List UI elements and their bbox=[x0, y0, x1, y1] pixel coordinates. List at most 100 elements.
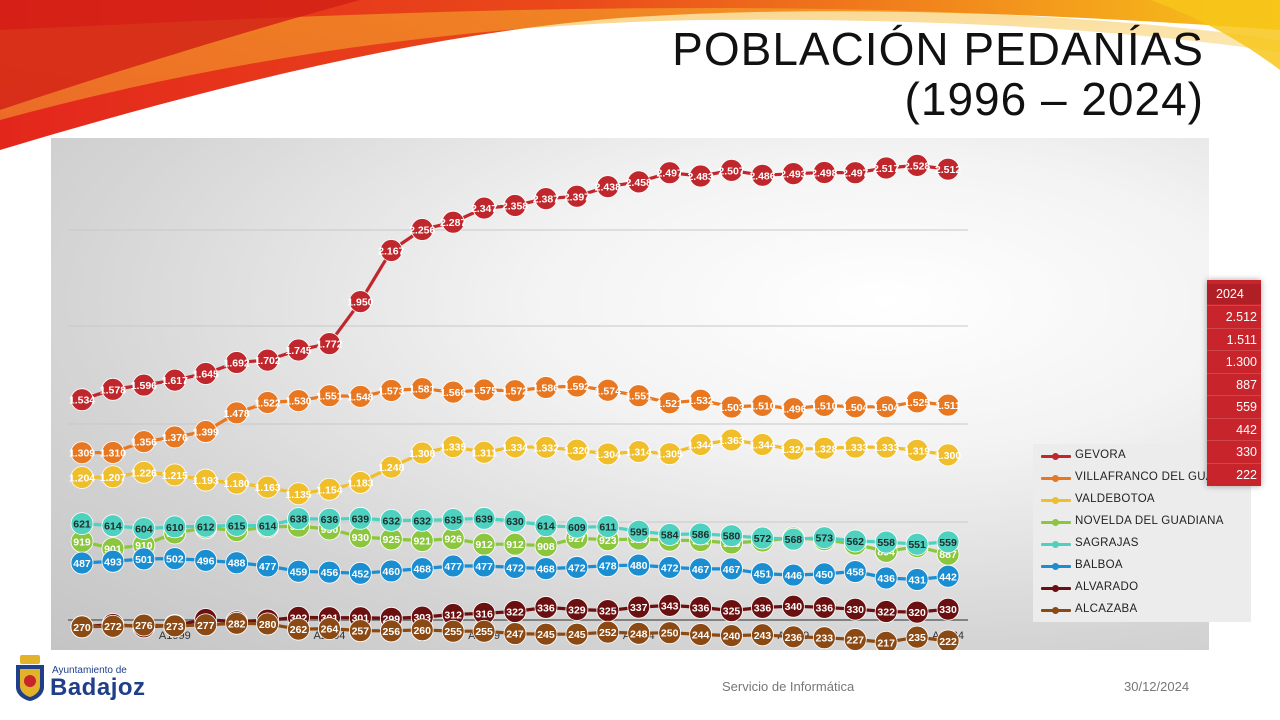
data-label: 322 bbox=[506, 607, 524, 619]
legend-marker bbox=[1052, 585, 1059, 592]
data-label: 1.183 bbox=[347, 477, 373, 489]
data-point bbox=[194, 514, 218, 538]
data-point bbox=[905, 390, 929, 414]
data-point bbox=[781, 397, 805, 421]
legend-marker bbox=[1052, 497, 1059, 504]
data-point bbox=[472, 619, 496, 643]
data-point bbox=[472, 196, 496, 220]
slide-title: POBLACIÓN PEDANÍAS (1996 – 2024) bbox=[672, 24, 1204, 124]
data-label: 2.493 bbox=[780, 169, 806, 181]
data-label: 477 bbox=[444, 561, 462, 573]
data-label: 1.578 bbox=[100, 384, 126, 396]
data-point bbox=[70, 551, 94, 575]
data-point bbox=[70, 466, 94, 489]
data-point bbox=[596, 620, 620, 644]
data-label: 330 bbox=[846, 604, 864, 616]
data-label: 1.478 bbox=[224, 408, 250, 420]
data-label: 343 bbox=[661, 600, 679, 612]
data-point bbox=[720, 524, 743, 548]
data-label: 1.135 bbox=[285, 489, 311, 501]
data-point bbox=[287, 338, 310, 362]
data-label: 2.397 bbox=[564, 191, 590, 203]
data-label: 244 bbox=[692, 629, 710, 641]
data-label: 635 bbox=[444, 515, 462, 527]
data-label: 926 bbox=[444, 534, 462, 546]
data-point bbox=[101, 441, 125, 464]
data-label: 1.581 bbox=[409, 384, 435, 396]
data-label: 1.334 bbox=[502, 442, 528, 454]
data-point bbox=[225, 513, 249, 537]
data-point bbox=[503, 509, 527, 533]
data-label: 270 bbox=[73, 622, 91, 634]
data-point bbox=[689, 596, 712, 619]
data-label: 1.376 bbox=[162, 432, 188, 444]
data-label: 337 bbox=[630, 602, 648, 614]
data-label: 1.154 bbox=[316, 484, 342, 496]
legend-label: NOVELDA DEL GUADIANA bbox=[1075, 515, 1224, 527]
data-point bbox=[70, 441, 94, 465]
data-label: 573 bbox=[816, 533, 834, 545]
data-label: 336 bbox=[754, 602, 772, 614]
data-label: 282 bbox=[228, 618, 246, 630]
data-point bbox=[812, 393, 836, 417]
data-point bbox=[720, 624, 743, 648]
data-label: 260 bbox=[413, 625, 431, 637]
data-label: 1.363 bbox=[718, 435, 744, 447]
data-label: 452 bbox=[352, 568, 370, 580]
data-label: 478 bbox=[599, 561, 617, 573]
data-point bbox=[194, 613, 218, 637]
data-point bbox=[812, 626, 836, 650]
badajoz-logo: Ayuntamiento de Badajoz bbox=[12, 645, 145, 707]
data-point bbox=[287, 617, 310, 641]
data-point bbox=[720, 599, 743, 623]
population-line-chart: A1999A2004A2009A2014A2019A20241.5341.578… bbox=[68, 153, 968, 650]
data-label: 1.163 bbox=[254, 482, 280, 494]
data-point bbox=[874, 395, 898, 419]
data-point bbox=[534, 596, 558, 619]
data-point bbox=[256, 554, 279, 578]
data-label: 493 bbox=[104, 556, 122, 568]
data-label: 559 bbox=[939, 537, 957, 549]
data-label: 243 bbox=[754, 630, 772, 642]
data-point bbox=[163, 463, 187, 487]
data-label: 316 bbox=[475, 608, 493, 620]
data-label: 227 bbox=[846, 634, 864, 646]
data-label: 1.248 bbox=[378, 462, 404, 474]
data-label: 2.256 bbox=[409, 225, 435, 237]
data-point bbox=[751, 596, 774, 619]
data-label: 256 bbox=[383, 626, 401, 638]
legend-item: ALCAZABA bbox=[1039, 600, 1251, 620]
data-label: 480 bbox=[630, 560, 648, 572]
data-point bbox=[132, 613, 156, 637]
data-point bbox=[658, 523, 682, 546]
data-point bbox=[70, 388, 94, 412]
data-label: 1.950 bbox=[347, 297, 373, 309]
data-point bbox=[905, 532, 929, 556]
legend-label: ALVARADO bbox=[1075, 581, 1139, 593]
data-label: 1.551 bbox=[626, 391, 652, 403]
data-label: 1.532 bbox=[687, 395, 713, 407]
data-label: 1.215 bbox=[162, 470, 188, 482]
chart-panel: A1999A2004A2009A2014A2019A20241.5341.578… bbox=[51, 138, 1251, 650]
data-point bbox=[410, 218, 434, 241]
data-label: 456 bbox=[321, 567, 339, 579]
data-point bbox=[936, 443, 960, 467]
data-point bbox=[627, 553, 651, 577]
data-point bbox=[410, 557, 434, 581]
data-label: 325 bbox=[599, 606, 617, 618]
data-point bbox=[905, 438, 929, 462]
data-point bbox=[503, 379, 527, 403]
data-point bbox=[225, 351, 249, 374]
data-label: 1.305 bbox=[657, 449, 683, 461]
data-point bbox=[565, 184, 589, 208]
data-label: 276 bbox=[135, 620, 153, 632]
data-label: 2.458 bbox=[626, 177, 652, 189]
data-point bbox=[658, 593, 682, 617]
data-label: 252 bbox=[599, 627, 617, 639]
data-label: 1.320 bbox=[564, 445, 590, 457]
data-label: 472 bbox=[568, 562, 586, 574]
data-label: 612 bbox=[197, 521, 215, 533]
data-label: 632 bbox=[383, 515, 401, 527]
data-label: 2.483 bbox=[687, 171, 713, 183]
data-point bbox=[132, 430, 156, 454]
